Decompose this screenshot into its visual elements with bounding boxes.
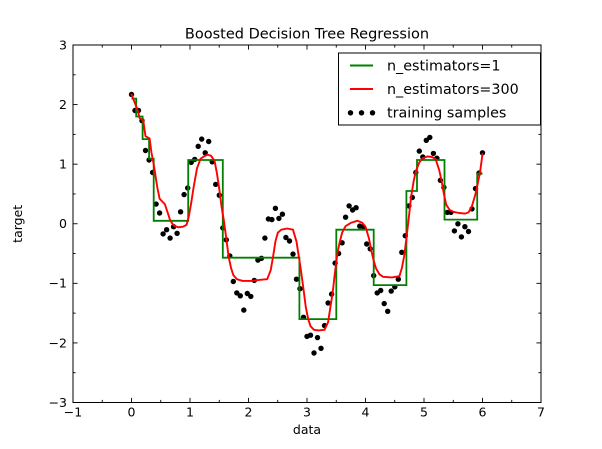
training-sample-dot bbox=[451, 228, 458, 234]
training-sample-dot bbox=[272, 205, 279, 211]
x-tick-label: 2 bbox=[245, 405, 253, 420]
y-tick-label: 2 bbox=[59, 97, 67, 112]
x-tick-label: 3 bbox=[303, 405, 311, 420]
training-sample-dot bbox=[142, 147, 149, 154]
training-sample-dot bbox=[318, 345, 324, 351]
x-tick-labels: −1 0 1 2 3 4 5 6 7 bbox=[64, 405, 545, 420]
training-sample-dot bbox=[342, 214, 349, 220]
y-tick-labels: −3 −2 −1 0 1 2 3 bbox=[49, 37, 67, 410]
training-sample-dot bbox=[153, 201, 159, 207]
training-sample-dot bbox=[381, 300, 387, 307]
training-sample-dot bbox=[188, 159, 194, 166]
training-sample-dot bbox=[385, 308, 391, 314]
chart-title: Boosted Decision Tree Regression bbox=[185, 27, 429, 43]
y-tick-label: 3 bbox=[59, 37, 67, 52]
training-sample-dot bbox=[311, 350, 317, 356]
training-sample-dot bbox=[455, 221, 461, 227]
line-n-estimators-1 bbox=[131, 97, 483, 320]
training-sample-dot bbox=[160, 231, 166, 237]
training-sample-dot bbox=[465, 228, 472, 235]
legend-dot bbox=[358, 110, 365, 116]
training-sample-dot bbox=[427, 134, 433, 141]
training-sample-dot bbox=[378, 287, 384, 294]
legend-label-n-estimators-1: n_estimators=1 bbox=[387, 59, 500, 75]
training-sample-dot bbox=[395, 276, 401, 282]
x-tick-label: 7 bbox=[537, 405, 545, 420]
training-sample-dot bbox=[290, 251, 296, 257]
training-sample-dot bbox=[416, 148, 422, 154]
training-sample-dot bbox=[199, 136, 205, 142]
line-n-estimators-300 bbox=[130, 93, 484, 332]
training-sample-dot bbox=[364, 241, 370, 247]
training-sample-dot bbox=[181, 191, 187, 198]
training-sample-dot bbox=[325, 300, 331, 306]
training-sample-dot bbox=[279, 211, 286, 217]
training-sample-dot bbox=[462, 224, 468, 230]
y-tick-label: 0 bbox=[59, 216, 67, 231]
training-sample-dot bbox=[276, 215, 282, 222]
legend-label-training-samples: training samples bbox=[387, 106, 506, 122]
plot-border bbox=[72, 44, 542, 403]
training-sample-dot bbox=[458, 234, 465, 240]
training-sample-dot bbox=[286, 238, 293, 244]
legend-dot bbox=[369, 110, 376, 116]
x-tick-label: 6 bbox=[479, 405, 487, 420]
training-sample-dot bbox=[206, 138, 212, 145]
training-sample-dot bbox=[248, 293, 254, 300]
training-sample-dot bbox=[237, 293, 243, 299]
training-sample-dot bbox=[167, 235, 173, 241]
legend-swatch-scatter-dots bbox=[347, 110, 376, 116]
training-sample-dot bbox=[269, 216, 275, 223]
training-sample-dot bbox=[163, 227, 170, 233]
y-tick-label: −2 bbox=[49, 335, 67, 350]
legend: n_estimators=1 n_estimators=300 training… bbox=[338, 52, 541, 126]
training-sample-dot bbox=[241, 307, 247, 313]
training-sample-dot bbox=[262, 235, 268, 241]
legend-label-n-estimators-300: n_estimators=300 bbox=[387, 82, 519, 98]
legend-dot bbox=[347, 110, 354, 116]
training-sample-dot bbox=[353, 205, 359, 211]
training-sample-dot bbox=[283, 234, 289, 241]
y-tick-label: −3 bbox=[49, 395, 67, 410]
training-sample-dot bbox=[307, 332, 314, 338]
training-sample-dot bbox=[195, 143, 201, 149]
training-sample-dot bbox=[346, 203, 352, 209]
training-sample-dot bbox=[430, 150, 437, 157]
training-sample-dot bbox=[174, 230, 180, 236]
x-tick-label: 5 bbox=[420, 405, 428, 420]
y-tick-label: −1 bbox=[49, 276, 67, 291]
x-tick-label: −1 bbox=[64, 405, 82, 420]
training-sample-dot bbox=[177, 209, 184, 215]
y-axis-label: target bbox=[10, 205, 25, 243]
x-tick-label: 1 bbox=[186, 405, 194, 420]
training-sample-dot bbox=[479, 150, 486, 156]
training-sample-dot bbox=[399, 249, 405, 255]
y-tick-label: 1 bbox=[59, 157, 67, 172]
training-sample-dot bbox=[230, 278, 236, 285]
training-sample-dot bbox=[314, 334, 321, 341]
training-sample-dot bbox=[293, 276, 300, 282]
training-sample-dot bbox=[388, 288, 394, 294]
x-tick-label: 4 bbox=[362, 405, 370, 420]
x-axis-label: data bbox=[293, 422, 321, 437]
training-sample-dot bbox=[156, 210, 163, 216]
training-sample-dot bbox=[213, 181, 219, 188]
x-tick-label: 0 bbox=[128, 405, 136, 420]
